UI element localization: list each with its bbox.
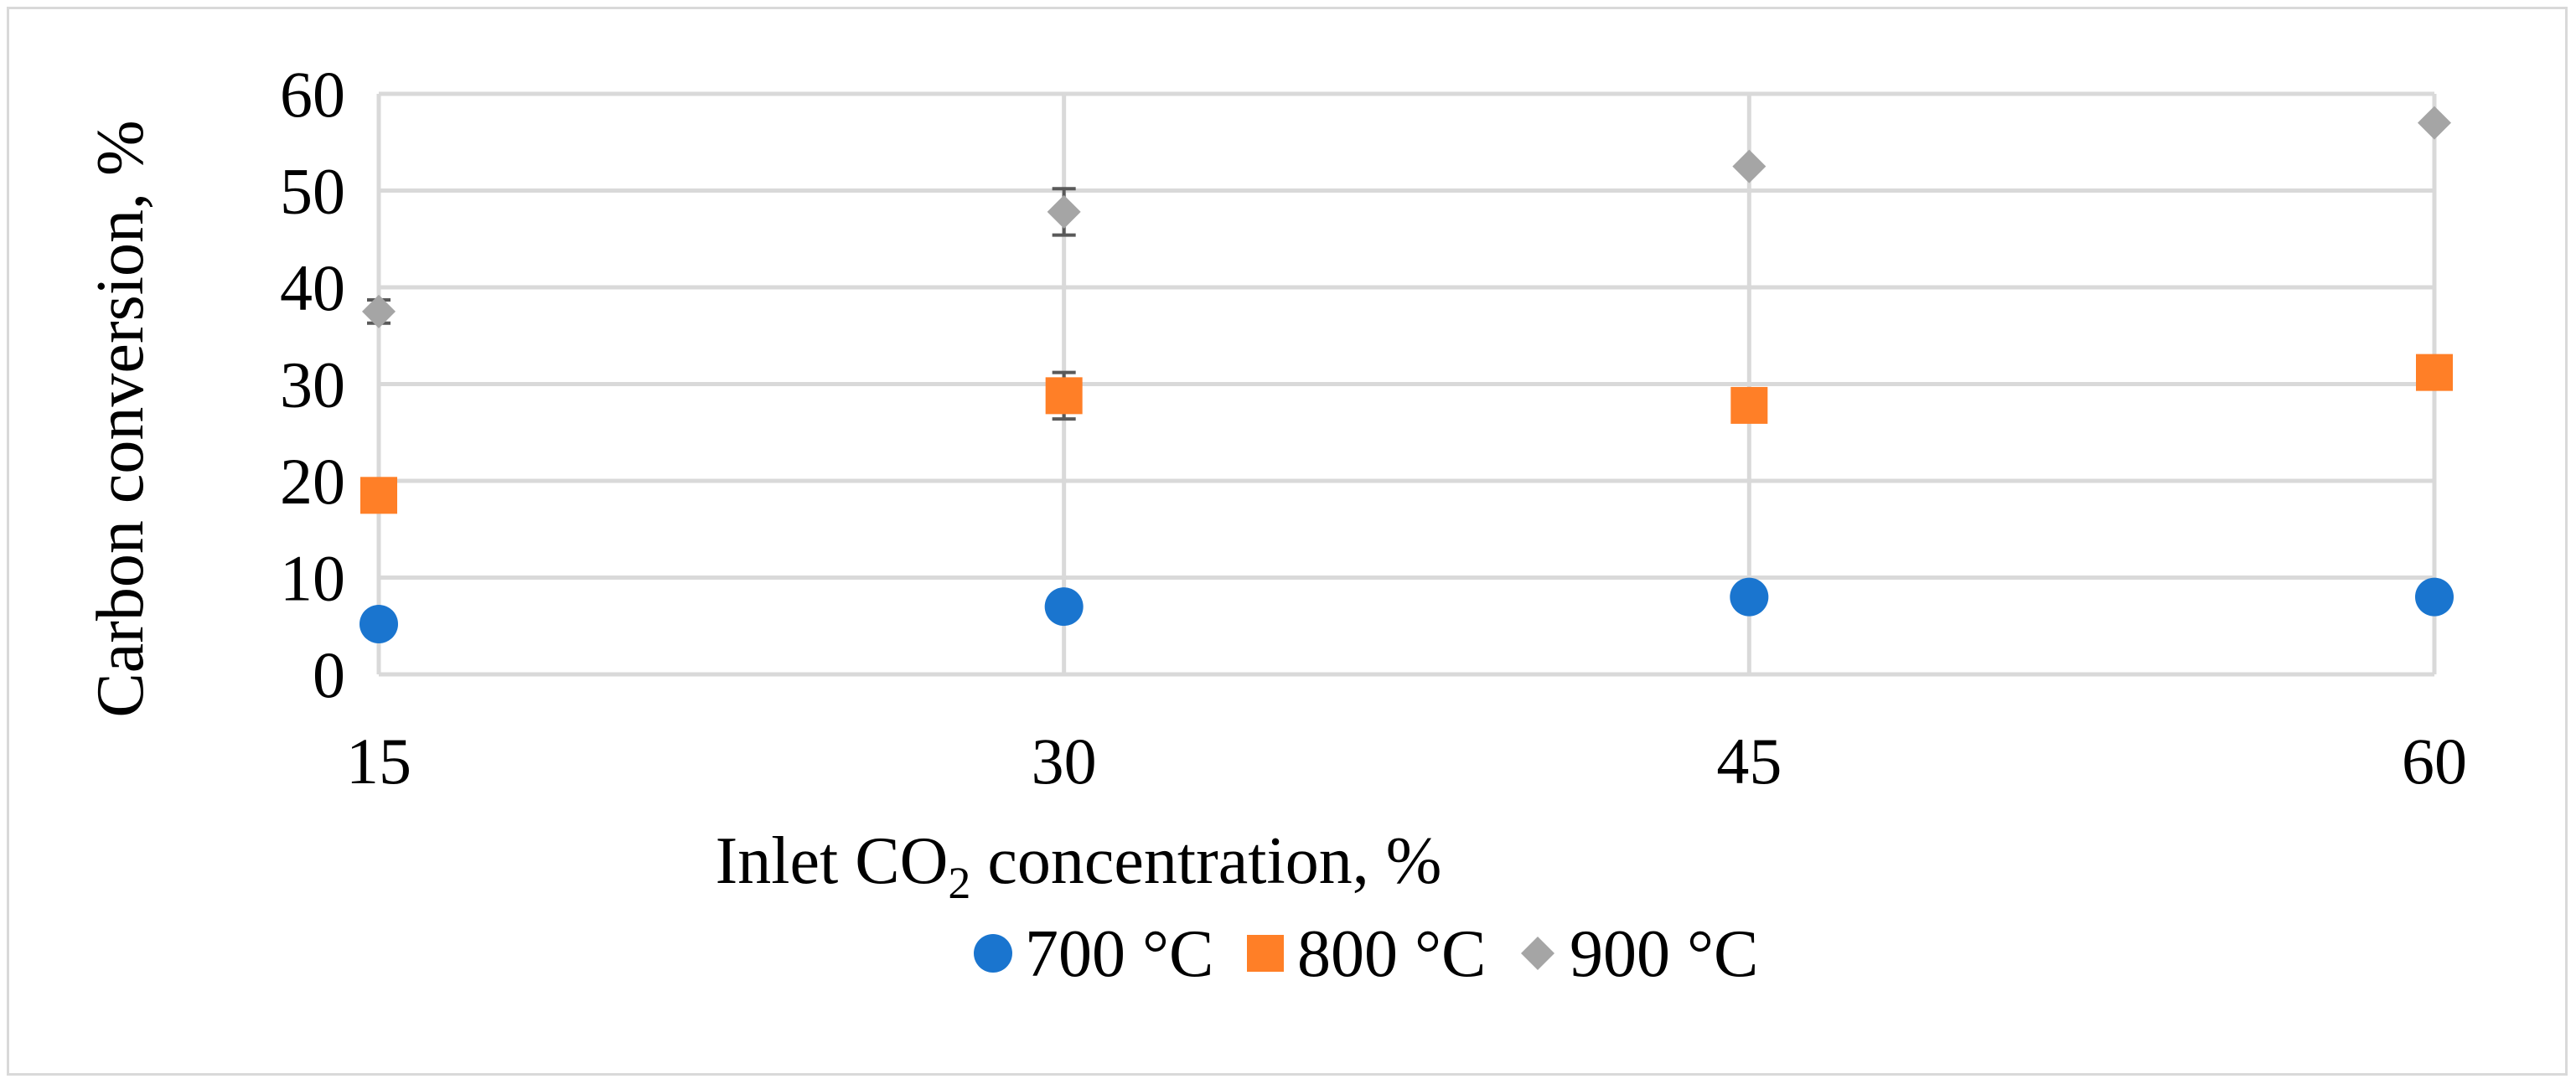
x-axis-title: Inlet CO2 concentration, % [716, 824, 1442, 908]
x-tick-label: 60 [2402, 725, 2467, 798]
y-tick-labels: 0 10 20 30 40 50 60 [280, 58, 345, 711]
y-tick-label: 40 [280, 251, 345, 324]
legend-label-series-1: 700 °C [1025, 917, 1213, 991]
data-point-series-2 [1045, 377, 1083, 415]
x-tick-label: 30 [1032, 725, 1097, 798]
data-point-series-2 [2416, 354, 2453, 391]
y-tick-label: 50 [280, 155, 345, 228]
x-axis-title-rest: concentration, % [970, 824, 1441, 898]
legend-marker-series-1 [974, 934, 1012, 973]
x-axis-title-subscript: 2 [948, 858, 970, 908]
legend: 700 °C 800 °C 900 °C [974, 917, 1758, 991]
x-tick-labels: 15 30 45 60 [346, 725, 2467, 798]
y-tick-label: 10 [280, 542, 345, 615]
legend-label-series-2: 800 °C [1297, 917, 1486, 991]
y-axis-title: Carbon conversion, % [84, 120, 158, 717]
data-point-series-1 [360, 604, 398, 643]
legend-label-series-3: 900 °C [1570, 917, 1758, 991]
data-point-series-1 [1044, 587, 1084, 627]
data-point-series-2 [360, 477, 397, 514]
x-tick-label: 45 [1716, 725, 1782, 798]
chart-frame [7, 7, 2568, 1076]
legend-marker-series-2 [1247, 935, 1284, 972]
grid [376, 91, 2437, 674]
data-point-series-2 [1730, 386, 1768, 424]
data-point-series-1 [2415, 577, 2454, 617]
data-markers [360, 106, 2454, 643]
legend-marker-series-3 [1521, 937, 1554, 970]
data-point-series-3 [362, 294, 396, 328]
data-point-series-3 [2418, 106, 2451, 140]
y-tick-label: 20 [280, 445, 345, 518]
data-point-series-3 [1047, 194, 1081, 229]
data-point-series-1 [1730, 577, 1769, 617]
data-point-series-3 [1732, 149, 1766, 183]
x-axis-title-main: Inlet CO [716, 824, 949, 898]
y-tick-label: 60 [280, 58, 345, 131]
y-tick-label: 30 [280, 348, 345, 421]
y-tick-label: 0 [313, 638, 345, 711]
x-tick-label: 15 [346, 725, 411, 798]
